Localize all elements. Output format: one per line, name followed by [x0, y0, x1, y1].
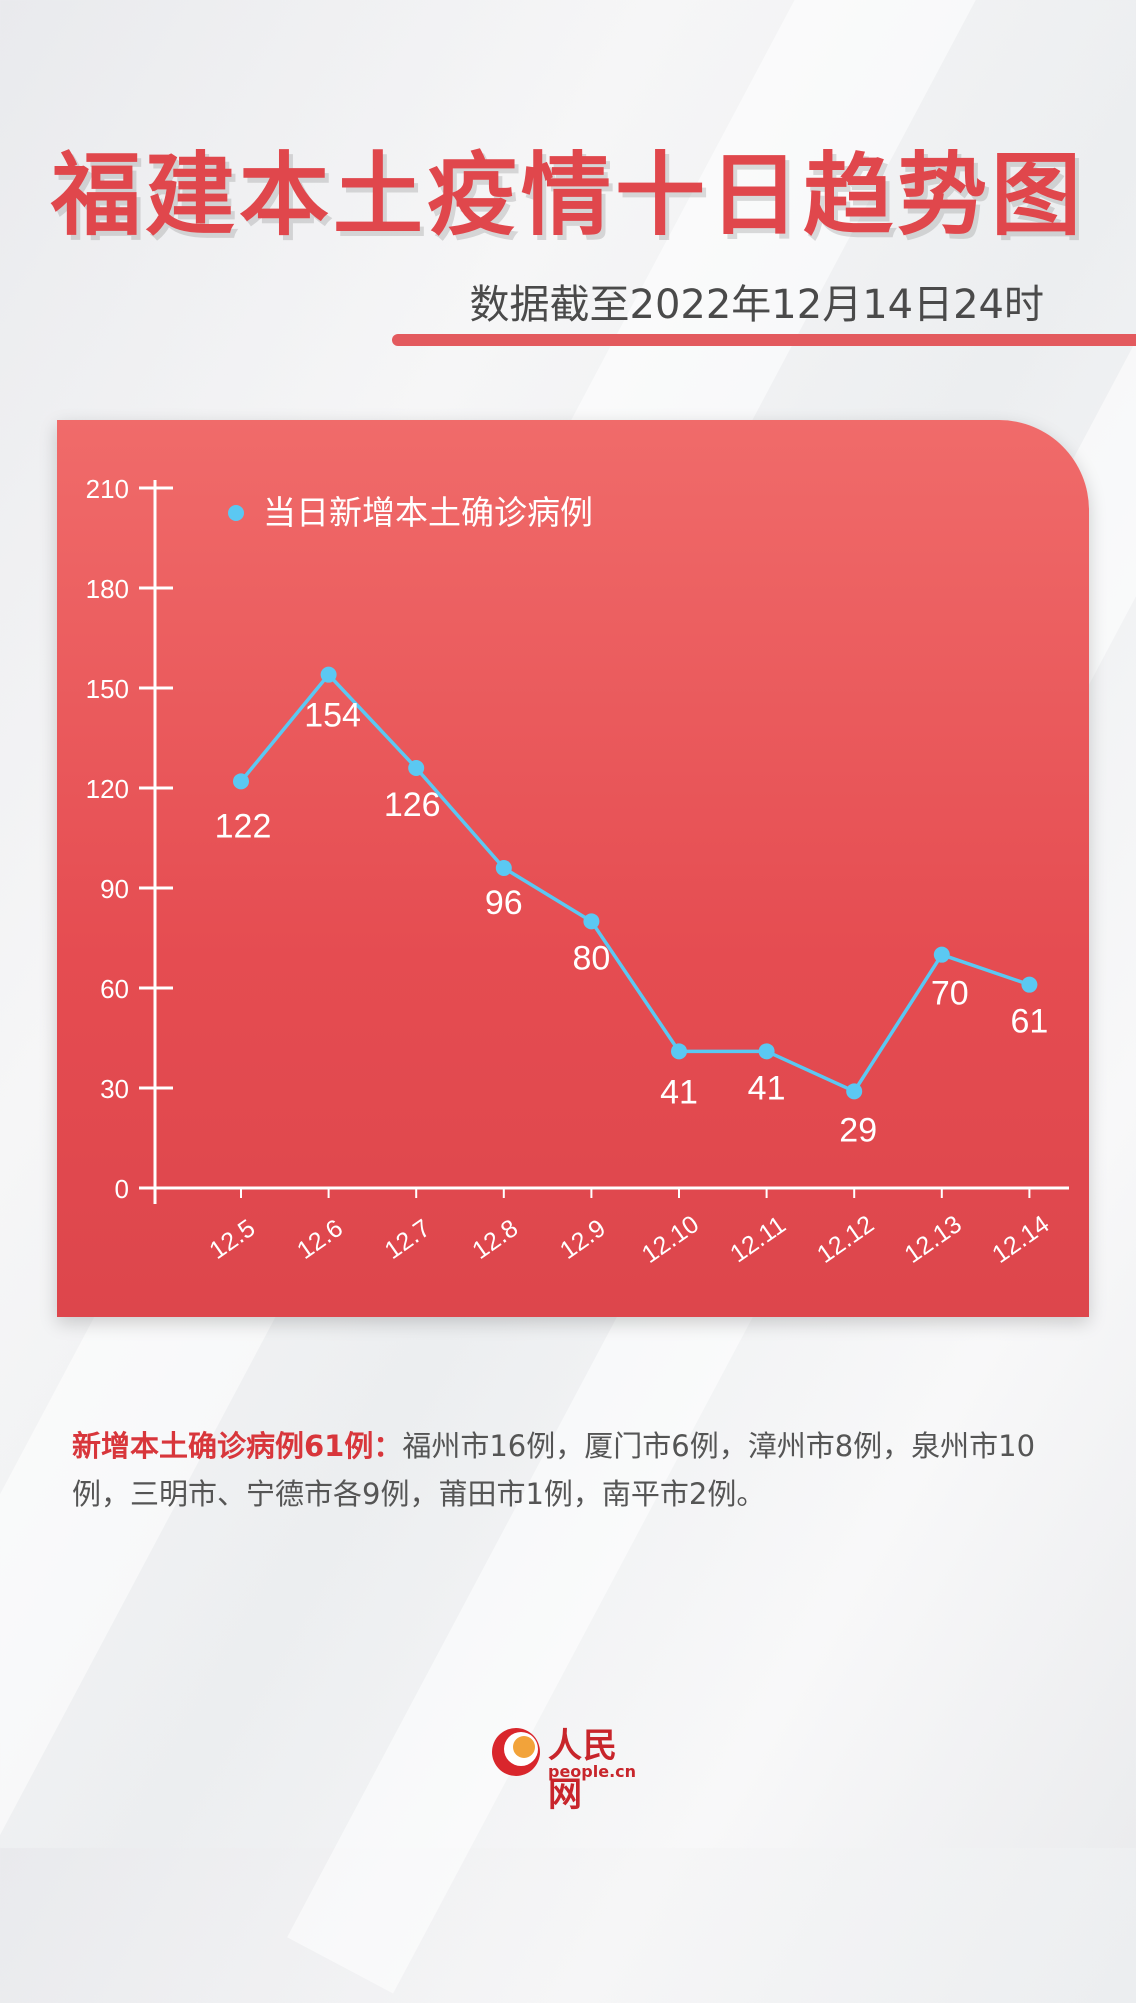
logo-text-en: people.cn — [548, 1762, 637, 1781]
data-label: 41 — [660, 1073, 698, 1111]
x-tick-label: 12.6 — [292, 1214, 348, 1265]
data-point — [408, 760, 425, 776]
data-label: 70 — [931, 975, 969, 1013]
chart-panel: 0 30 60 90 120 150 180 210 12.5 12.6 12.7 12.8 12.9 1… — [57, 420, 1089, 1317]
data-point — [758, 1043, 775, 1060]
x-tick-label: 12.14 — [987, 1210, 1054, 1269]
data-point — [320, 666, 337, 683]
logo-text-cn: 人民网 — [548, 1726, 618, 1815]
data-label: 29 — [839, 1111, 877, 1149]
x-tick-label: 12.9 — [555, 1214, 611, 1265]
data-label: 126 — [384, 786, 441, 824]
y-tick-label: 180 — [86, 574, 129, 604]
y-tick-label: 0 — [115, 1174, 129, 1204]
data-point — [583, 913, 600, 930]
data-point — [233, 773, 249, 790]
data-label: 41 — [748, 1069, 786, 1107]
line-chart: 0 30 60 90 120 150 180 210 12.5 12.6 12.7 12.8 12.9 1… — [86, 474, 1069, 1269]
x-tick-label: 12.5 — [204, 1214, 260, 1265]
y-tick-label: 210 — [86, 474, 129, 504]
x-tick-label: 12.12 — [812, 1210, 879, 1269]
data-point — [671, 1043, 687, 1060]
data-point — [1021, 976, 1038, 993]
x-tick-label: 12.11 — [725, 1211, 791, 1269]
x-tick-label: 12.7 — [380, 1214, 436, 1265]
series-line — [239, 672, 1030, 1094]
data-label: 96 — [485, 884, 523, 922]
page-subtitle: 数据截至2022年12月14日24时 — [469, 282, 1045, 328]
y-tick-label: 120 — [86, 774, 129, 804]
y-tick-label: 150 — [86, 674, 129, 704]
summary-note: 新增本土确诊病例61例：福州市16例，厦门市6例，漳州市8例，泉州市10例，三明… — [72, 1422, 1062, 1518]
summary-highlight: 新增本土确诊病例61例： — [72, 1429, 403, 1463]
page-title: 福建本土疫情十日趋势图 — [51, 143, 1085, 248]
data-label: 154 — [304, 697, 361, 735]
summary-text: 福州市16例，厦门市6例，漳州市8例，泉州市10例，三明市、宁德市各9例，莆田市… — [72, 1429, 1036, 1511]
legend-label: 当日新增本土确诊病例 — [263, 493, 593, 532]
people-logo-icon — [492, 1728, 540, 1776]
subtitle-underline — [392, 334, 1136, 346]
data-point — [933, 946, 950, 963]
y-tick-label: 60 — [100, 974, 129, 1004]
y-tick-label: 30 — [100, 1074, 129, 1104]
x-tick-label: 12.8 — [467, 1214, 523, 1265]
data-label: 122 — [215, 807, 272, 845]
data-label: 80 — [572, 939, 610, 977]
y-tick-label: 90 — [100, 874, 129, 904]
x-tick-label: 12.10 — [637, 1210, 704, 1269]
people-logo: 人民网 people.cn — [488, 1718, 648, 1815]
x-tick-label: 12.13 — [900, 1210, 967, 1269]
data-label: 61 — [1010, 1003, 1048, 1041]
data-point — [846, 1083, 863, 1100]
data-point — [495, 860, 512, 876]
legend-marker — [228, 505, 244, 521]
